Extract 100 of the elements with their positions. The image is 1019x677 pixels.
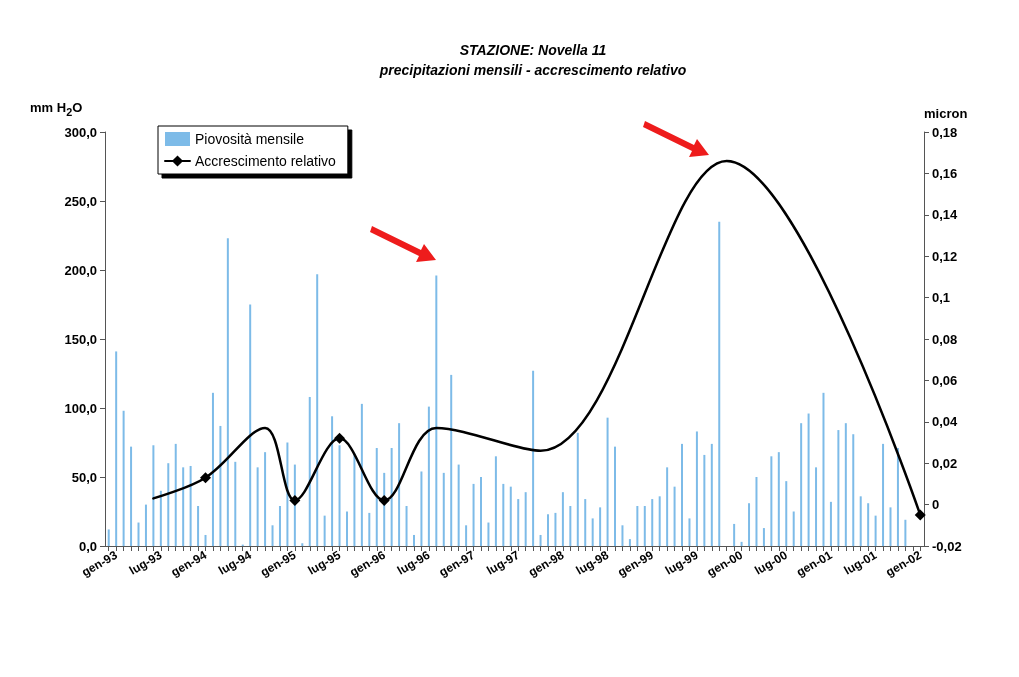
point [914, 509, 926, 521]
bar [561, 492, 564, 546]
y2-tick-label: 0,14 [932, 207, 959, 223]
bar [658, 496, 661, 546]
y2-tick-label: 0,02 [932, 455, 958, 471]
y2-tick-label: -0,02 [932, 538, 962, 554]
bar [197, 505, 200, 546]
bar [308, 396, 311, 546]
bar [710, 443, 713, 546]
bar [621, 525, 624, 546]
bar [122, 410, 125, 546]
bar [867, 503, 870, 546]
bar [569, 505, 572, 546]
bar [390, 448, 393, 546]
bar [323, 515, 326, 546]
bar [554, 512, 557, 546]
bar [211, 392, 214, 546]
bar [785, 481, 788, 546]
y-tick-label: 100,0 [64, 400, 97, 416]
bar [606, 417, 609, 546]
bar [874, 515, 877, 546]
y2-tick-label: 0,06 [932, 372, 958, 388]
bar [688, 518, 691, 546]
bar [904, 519, 907, 546]
y2-tick-label: 0,12 [932, 248, 958, 264]
bar [249, 304, 252, 546]
bar [733, 523, 736, 546]
bar [115, 351, 118, 546]
y2-tick-label: 0 [932, 497, 940, 513]
bar [219, 425, 222, 546]
y2-tick-label: 0,18 [932, 124, 958, 140]
bar [465, 525, 468, 546]
bar [807, 413, 810, 546]
y2-tick-label: 0,04 [932, 414, 959, 430]
chart-subtitle: precipitazioni mensili - accrescimento relativo [378, 62, 687, 78]
bar [331, 416, 334, 546]
y2-tick-label: 0,1 [932, 290, 951, 306]
bar [748, 503, 751, 546]
bar [896, 448, 899, 546]
bar [316, 274, 319, 546]
bar [472, 483, 475, 546]
bar [174, 443, 177, 546]
bar [859, 496, 862, 546]
bar [792, 511, 795, 546]
bar [144, 504, 147, 546]
bar [636, 505, 639, 546]
bar [695, 431, 698, 546]
bar [643, 505, 646, 546]
bar [204, 534, 207, 546]
bar [457, 464, 460, 546]
bar [628, 539, 631, 546]
bar [815, 467, 818, 546]
legend-label: Piovosità mensile [195, 131, 305, 147]
bar [264, 452, 267, 546]
bar [271, 525, 274, 546]
bar [130, 446, 133, 546]
point [378, 494, 390, 506]
bar [398, 423, 401, 546]
bar [844, 423, 847, 546]
bar [107, 529, 110, 546]
bar [137, 522, 140, 546]
bar [524, 492, 527, 546]
y-tick-label: 300,0 [64, 124, 97, 140]
bar [718, 221, 721, 546]
bar [673, 486, 676, 546]
y-tick-label: 150,0 [64, 331, 97, 347]
bar [770, 456, 773, 546]
bar [800, 423, 803, 546]
bar [375, 448, 378, 546]
y-tick-label: 200,0 [64, 262, 97, 278]
legend-label: Accrescimento relativo [195, 153, 337, 169]
bar [450, 374, 453, 546]
bar [584, 499, 587, 546]
bar [509, 486, 512, 546]
y2-axis-title: micron [924, 106, 968, 121]
bar [435, 275, 438, 546]
bar [576, 432, 579, 546]
y-tick-label: 250,0 [64, 193, 97, 209]
bar [599, 507, 602, 546]
bar [517, 499, 520, 546]
bar [755, 477, 758, 546]
bar [427, 406, 430, 546]
bar [234, 461, 237, 546]
bar [353, 453, 356, 546]
bar [152, 445, 155, 546]
bar [889, 507, 892, 546]
bar [822, 392, 825, 546]
bar [226, 238, 229, 546]
bar [360, 403, 363, 546]
point [200, 472, 212, 484]
bar [837, 430, 840, 546]
bar [852, 434, 855, 546]
bar [502, 483, 505, 546]
bar [189, 465, 192, 546]
bar [882, 443, 885, 546]
y-tick-label: 50,0 [71, 469, 97, 485]
bar [278, 505, 281, 546]
point [289, 494, 301, 506]
bar [301, 543, 304, 546]
bar [412, 534, 415, 546]
